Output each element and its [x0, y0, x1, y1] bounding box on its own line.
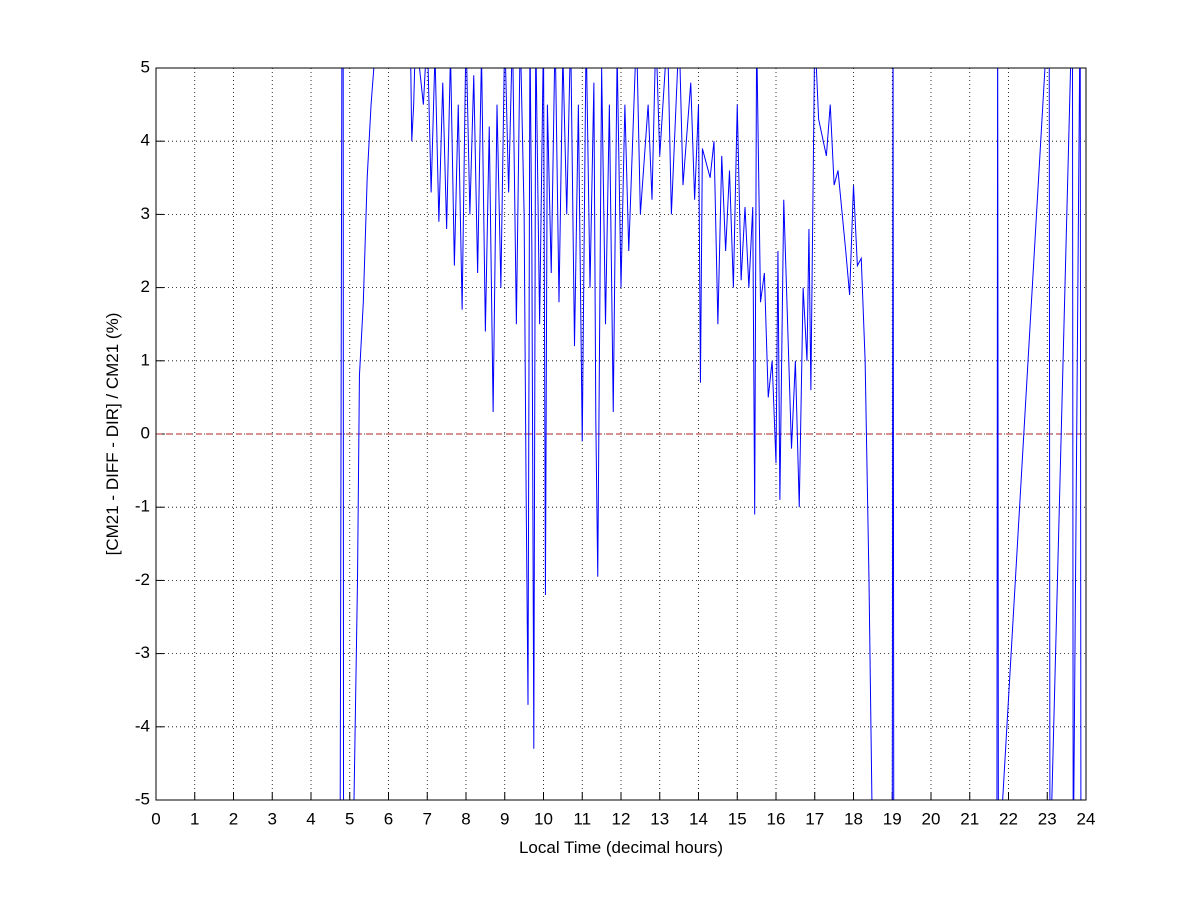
x-tick-label: 9: [500, 809, 509, 828]
y-tick-label: -2: [135, 570, 150, 589]
x-tick-label: 0: [151, 809, 160, 828]
x-tick-label: 5: [345, 809, 354, 828]
x-tick-label: 12: [612, 809, 631, 828]
y-tick-label: 3: [141, 204, 150, 223]
y-tick-label: 5: [141, 57, 150, 76]
data-line: [339, 68, 1082, 800]
x-tick-label: 21: [960, 809, 979, 828]
x-tick-label: 3: [268, 809, 277, 828]
x-tick-label: 19: [883, 809, 902, 828]
y-tick-label: -5: [135, 789, 150, 808]
x-tick-label: 16: [767, 809, 786, 828]
x-tick-label: 7: [423, 809, 432, 828]
x-tick-label: 4: [306, 809, 315, 828]
x-tick-label: 11: [573, 809, 591, 828]
y-tick-label: 4: [141, 131, 150, 150]
x-axis-label: Local Time (decimal hours): [519, 838, 723, 857]
x-tick-label: 1: [190, 809, 199, 828]
x-tick-label: 14: [689, 809, 708, 828]
x-tick-label: 18: [844, 809, 863, 828]
y-tick-label: -1: [135, 497, 150, 516]
y-axis-label: [CM21 - DIFF - DIR] / CM21 (%): [103, 313, 122, 556]
x-tick-label: 13: [650, 809, 669, 828]
x-tick-label: 15: [728, 809, 747, 828]
x-tick-label: 8: [461, 809, 470, 828]
y-tick-label: -3: [135, 643, 150, 662]
x-tick-label: 22: [999, 809, 1018, 828]
x-tick-label: 6: [384, 809, 393, 828]
y-tick-label: 2: [141, 277, 150, 296]
x-tick-label: 23: [1038, 809, 1057, 828]
y-tick-label: 0: [141, 423, 150, 442]
x-tick-label: 2: [229, 809, 238, 828]
plot-lines: [156, 68, 1086, 800]
x-tick-label: 17: [805, 809, 824, 828]
x-tick-label: 10: [534, 809, 553, 828]
x-tick-label: 24: [1077, 809, 1096, 828]
axes-box: [155, 67, 1087, 801]
x-tick-label: 20: [922, 809, 941, 828]
y-tick-label: 1: [141, 350, 150, 369]
y-tick-label: -4: [135, 716, 150, 735]
